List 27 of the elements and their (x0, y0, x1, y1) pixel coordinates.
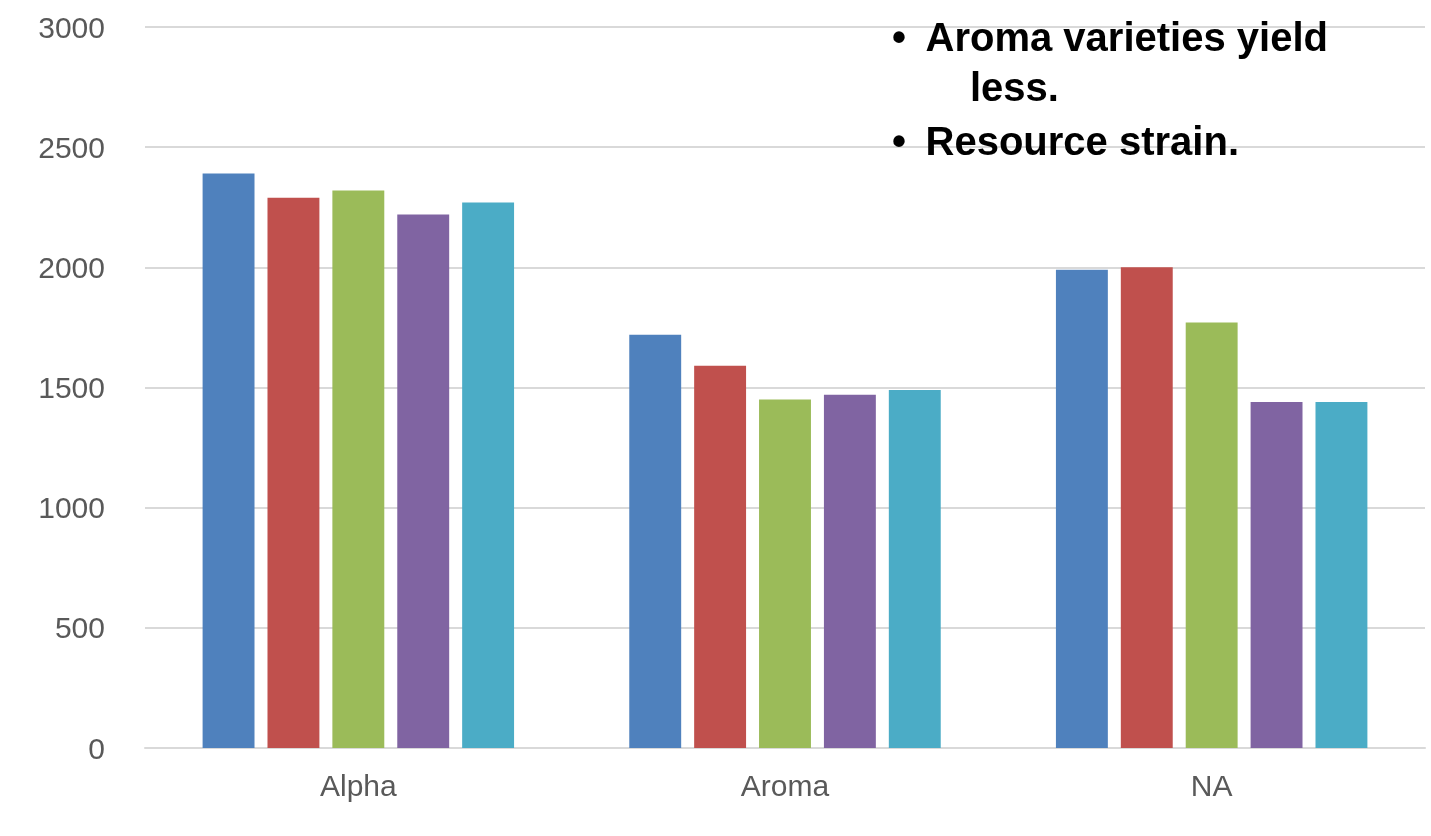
bar (267, 197, 320, 748)
bar (332, 190, 385, 748)
y-tick-label: 1000 (38, 491, 105, 525)
y-tick-label: 1500 (38, 371, 105, 404)
bar (823, 394, 876, 748)
annotation: • Aroma varieties yield less. (892, 14, 1329, 111)
annotation: • Resource strain. (892, 118, 1240, 165)
bar (462, 202, 515, 748)
y-tick-label: 2000 (38, 250, 105, 284)
bar (888, 389, 941, 748)
bar (397, 214, 450, 748)
bar (1315, 401, 1368, 748)
x-tick-label: Aroma (740, 768, 830, 802)
bar (694, 365, 747, 748)
y-tick-label: 2500 (38, 130, 105, 164)
bar (1250, 401, 1303, 748)
y-tick-label: 500 (54, 611, 105, 645)
x-tick-label: Alpha (319, 768, 398, 802)
bar (1185, 322, 1238, 748)
bar (1120, 267, 1173, 748)
x-tick-label: NA (1190, 768, 1233, 802)
bar (759, 399, 811, 748)
y-tick-label: 0 (88, 731, 105, 765)
bar (629, 334, 682, 748)
y-tick-label: 3000 (38, 10, 105, 44)
bar (1055, 269, 1108, 748)
bar (202, 173, 255, 748)
